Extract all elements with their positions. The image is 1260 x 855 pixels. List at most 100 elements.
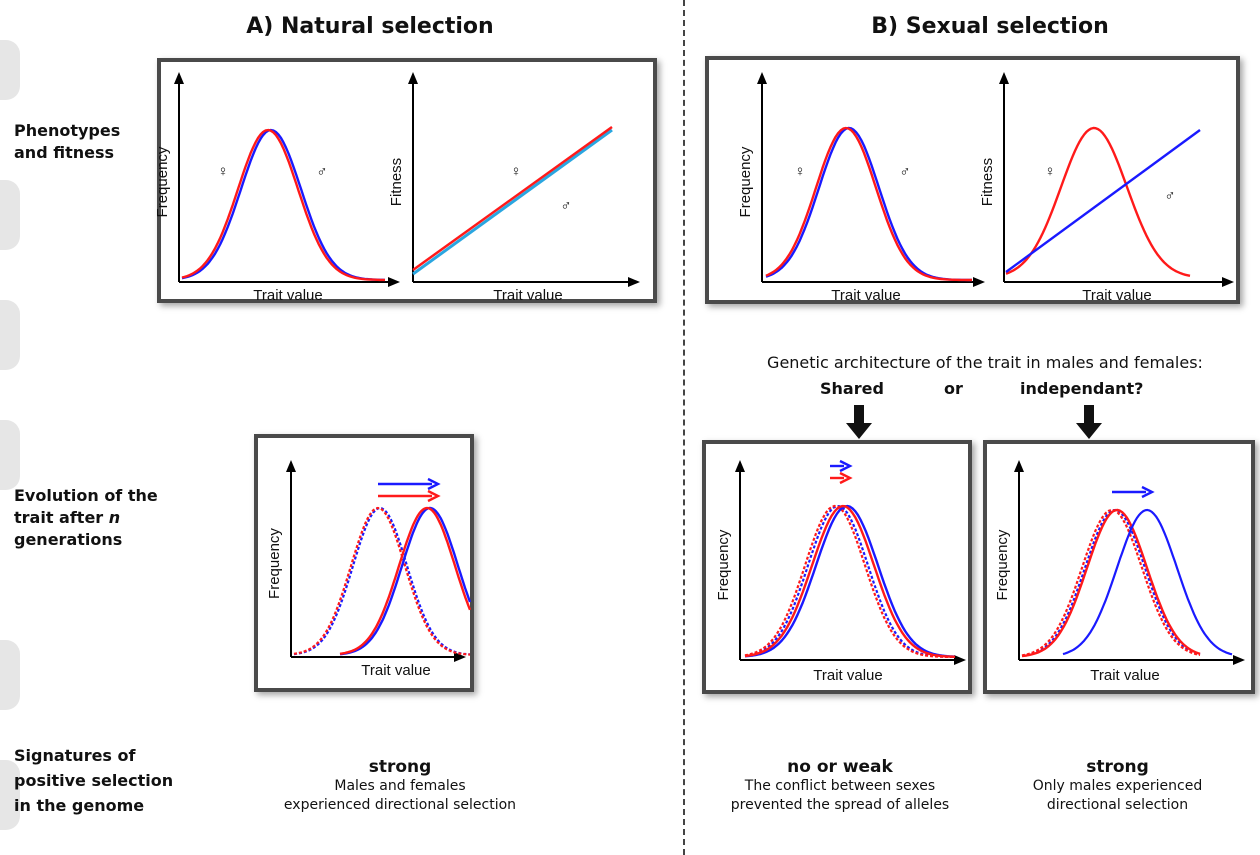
nat-evo-female-evolved (339, 506, 472, 655)
row-label-line: in the genome (14, 796, 145, 815)
nat-evo-female-ancestral (293, 506, 471, 656)
indep-evo-male-ancestral (1021, 508, 1201, 657)
verdict-headline: no or weak (787, 757, 893, 777)
indep-evo-y-axis-label: Frequency (994, 529, 1011, 600)
row-label-signatures: Signatures of positive selection in the … (14, 743, 173, 818)
indep-evo-x-axis-arrow (1233, 655, 1245, 665)
shared-evo-male-ancestral (744, 505, 955, 658)
nat-fit-female-line (412, 125, 613, 272)
nat-evo-male-evolved (339, 506, 472, 656)
left-edge-decoration (0, 40, 20, 100)
shared-evo-y-axis-label: Frequency (715, 529, 732, 600)
left-edge-decoration (0, 420, 20, 490)
sex-fit-x-axis-arrow (1222, 277, 1234, 287)
row-label-line: generations (14, 530, 123, 549)
shared-down-arrow (846, 405, 872, 439)
sex-fit-male-line (1005, 129, 1201, 273)
nat-evo-x-label: Trait value (361, 662, 430, 679)
independent-label: independant? (1020, 379, 1144, 398)
nat-freq-y-axis-arrow (174, 72, 184, 84)
shared-label: Shared (820, 379, 884, 398)
sex-freq-x-label: Trait value (831, 287, 900, 304)
independent-down-arrow (1076, 405, 1102, 439)
nat-evo-female-shift-arrow-head (427, 489, 441, 503)
left-edge-decoration (0, 300, 20, 370)
nat-fit-x-axis-arrow (628, 277, 640, 287)
shared-evo-y-axis-arrow (735, 460, 745, 472)
shared-evo-female-evolved (744, 504, 956, 658)
panel-a-title: A) Natural selection (246, 14, 494, 39)
verdict-natural: strong Males and females experienced dir… (240, 757, 560, 815)
verdict-headline: strong (1086, 757, 1149, 777)
row-label-line: positive selection (14, 771, 174, 790)
genetic-architecture-question: Genetic architecture of the trait in mal… (767, 353, 1203, 372)
sex-fit-y-axis-label: Fitness (979, 158, 996, 206)
shared-evo-female-ancestral (744, 504, 955, 658)
nat-freq-male-curve (181, 128, 386, 282)
nat-freq-y-axis-label: Frequency (154, 146, 171, 217)
shared-evo-male-shift-arrow-head (839, 459, 853, 473)
verdict-line: experienced directional selection (283, 797, 517, 813)
row-label-line: Evolution of the (14, 486, 158, 505)
nat-evo-y-axis-arrow (286, 460, 296, 472)
shared-evo-x-label: Trait value (813, 667, 882, 684)
row-label-line: Signatures of (14, 746, 136, 765)
nat-evo-male-shift-arrow-head (427, 477, 441, 491)
verdict-line: The conflict between sexes (744, 778, 936, 794)
panel-b-title: B) Sexual selection (871, 14, 1109, 39)
nat-freq-x-axis-arrow (388, 277, 400, 287)
left-edge-decoration (0, 640, 20, 710)
row-label-phenotypes: Phenotypes and fitness (14, 120, 120, 164)
nat-freq-x-label: Trait value (253, 287, 322, 304)
left-edge-decoration (0, 180, 20, 250)
verdict-shared: no or weak The conflict between sexes pr… (690, 757, 990, 815)
verdict-line: Males and females (334, 778, 466, 794)
shared-evo-x-axis-arrow (954, 655, 966, 665)
female-symbol: ♀ (217, 163, 228, 180)
or-label: or (944, 379, 963, 398)
sex-fit-x-label: Trait value (1082, 287, 1151, 304)
indep-evo-male-evolved (1062, 508, 1233, 656)
sex-freq-female-curve (765, 126, 972, 282)
indep-evo-x-label: Trait value (1090, 667, 1159, 684)
female-symbol: ♀ (510, 163, 521, 180)
indep-evo-female-ancestral (1021, 509, 1201, 657)
male-symbol: ♂ (316, 163, 327, 180)
row-label-evolution: Evolution of the trait after n generatio… (14, 485, 158, 551)
sex-freq-y-axis-arrow (757, 72, 767, 84)
sex-freq-male-curve (765, 126, 972, 282)
nat-evo-x-axis-arrow (454, 652, 466, 662)
verdict-headline: strong (368, 757, 432, 777)
panel-divider (683, 0, 685, 855)
verdict-independent: strong Only males experienced directiona… (990, 757, 1245, 815)
nat-fit-male-line (412, 128, 613, 276)
male-symbol: ♂ (899, 163, 910, 180)
row-label-italic-n: n (108, 508, 121, 527)
left-edge-decoration (0, 760, 20, 830)
nat-fit-y-axis-arrow (408, 72, 418, 84)
nat-freq-female-curve (181, 128, 385, 282)
sex-fit-female-curve (1005, 126, 1191, 277)
sex-freq-y-axis-label: Frequency (737, 146, 754, 217)
row-label-line: trait after n (14, 508, 121, 527)
female-symbol: ♀ (794, 163, 805, 180)
sex-fit-y-axis-arrow (999, 72, 1009, 84)
verdict-line: directional selection (1046, 797, 1189, 813)
sexual-phenotypes-box (705, 56, 1240, 304)
verdict-line: Only males experienced (1032, 778, 1203, 794)
row-label-line: and fitness (14, 143, 115, 162)
female-symbol: ♀ (1044, 163, 1055, 180)
male-symbol: ♂ (560, 197, 571, 214)
shared-evo-male-evolved (744, 504, 956, 658)
independent-evolution-box (983, 440, 1255, 694)
sex-freq-x-axis-arrow (973, 277, 985, 287)
indep-evo-y-axis-arrow (1014, 460, 1024, 472)
verdict-line: prevented the spread of alleles (730, 797, 950, 813)
indep-evo-female-evolved (1021, 508, 1201, 658)
nat-evo-y-axis-label: Frequency (266, 528, 283, 599)
row-label-line: Phenotypes (14, 121, 121, 140)
nat-fit-x-label: Trait value (493, 287, 562, 304)
shared-evo-female-shift-arrow-head (839, 471, 853, 485)
indep-evo-male-shift-arrow-head (1141, 485, 1155, 499)
